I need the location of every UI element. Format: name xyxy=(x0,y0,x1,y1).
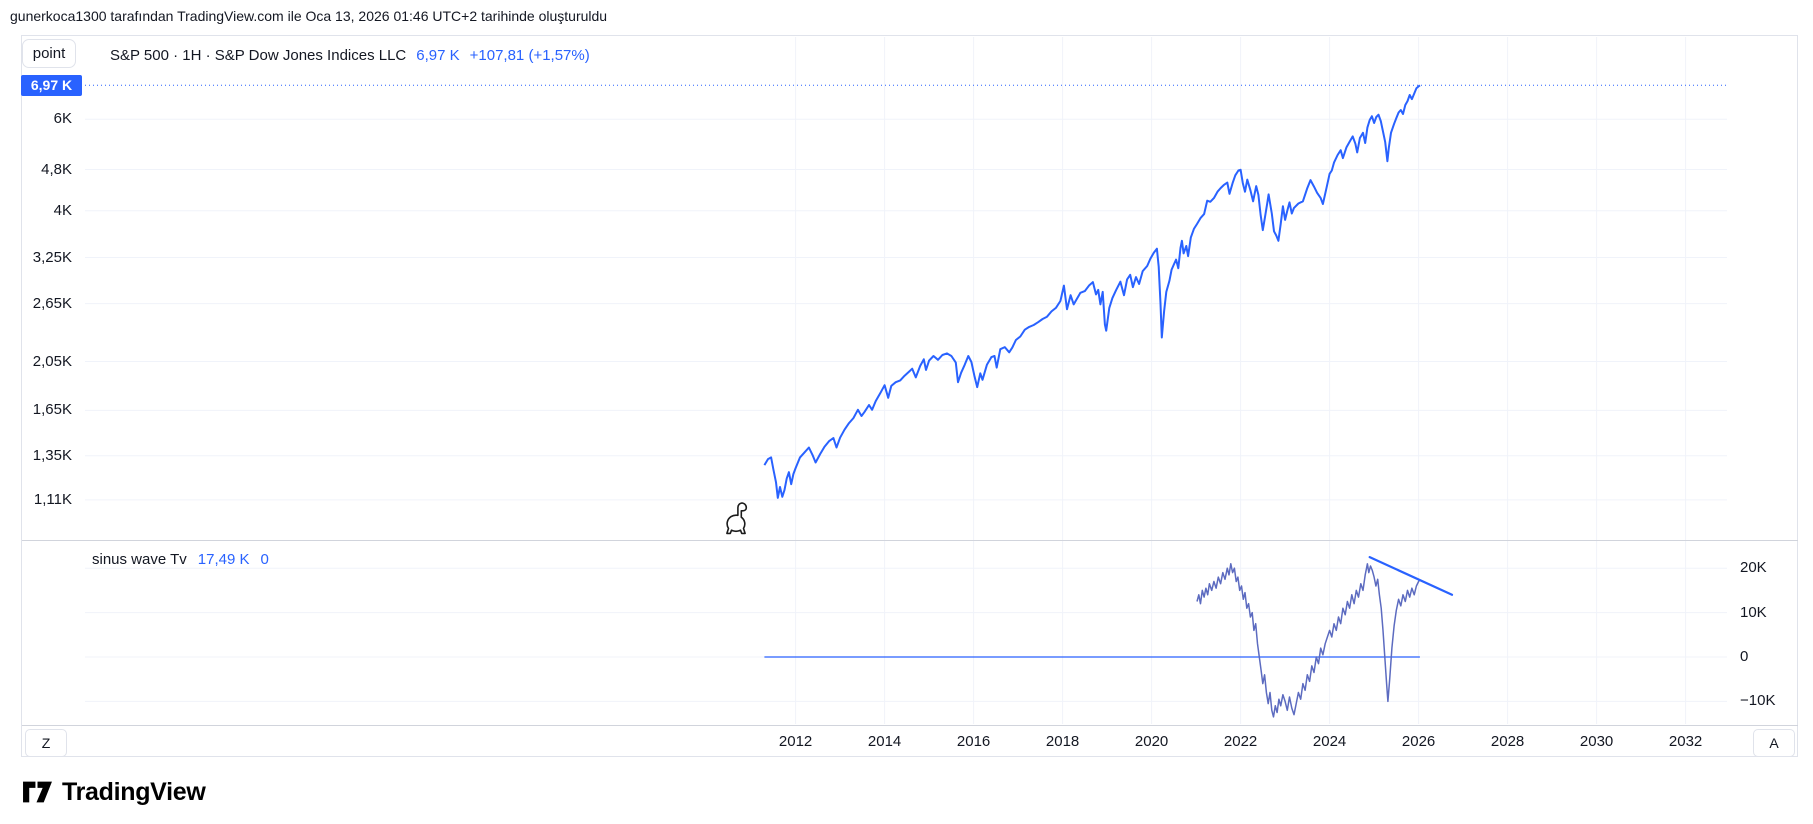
indicator-tick-label: 10K xyxy=(1740,603,1767,621)
indicator-tick-label: 0 xyxy=(1740,648,1749,665)
price-tick-label: 2,65K xyxy=(32,294,72,312)
time-tick-label: 2028 xyxy=(1490,733,1525,750)
auto-fit-button[interactable]: A xyxy=(1753,729,1795,757)
symbol-change-value: +107,81 (+1,57%) xyxy=(469,46,590,64)
indicator-tick-label: −10K xyxy=(1740,692,1776,710)
indicator-title[interactable]: sinus wave Tv xyxy=(92,551,187,568)
indicator-legend[interactable]: sinus wave Tv 17,49 K 0 xyxy=(92,551,269,568)
tradingview-logo-icon xyxy=(23,781,52,803)
price-scale[interactable]: 6K 4,8K 4K 3,25K 2,65K 2,05K 1,65K 1,35K 1,11K xyxy=(21,0,72,758)
indicator-value: 17,49 K xyxy=(197,551,250,568)
indicator-scale[interactable]: 20K 10K 0 −10K xyxy=(1740,0,1800,758)
time-tick-label: 2012 xyxy=(778,733,813,750)
time-tick-label: 2022 xyxy=(1223,733,1258,750)
time-tick-label: 2032 xyxy=(1668,733,1703,750)
price-tick-label: 1,35K xyxy=(32,446,72,464)
indicator-value-2: 0 xyxy=(260,551,269,568)
price-tick-label: 3,25K xyxy=(32,248,72,266)
last-price-label: 6,97 K xyxy=(21,74,82,96)
time-tick-label: 2018 xyxy=(1045,733,1080,750)
time-tick-label: 2020 xyxy=(1134,733,1169,750)
time-axis-border xyxy=(22,725,1798,726)
pane-divider[interactable] xyxy=(22,540,1798,541)
price-scale-unit-button[interactable]: point xyxy=(22,39,76,68)
price-tick-label: 6K xyxy=(53,110,72,128)
time-tick-label: 2026 xyxy=(1401,733,1436,750)
price-tick-label: 4,8K xyxy=(41,160,72,178)
tradingview-logo-text: TradingView xyxy=(62,777,206,806)
price-tick-label: 1,11K xyxy=(33,490,72,508)
indicator-tick-label: 20K xyxy=(1740,559,1767,577)
time-tick-label: 2024 xyxy=(1312,733,1347,750)
price-tick-label: 2,05K xyxy=(32,352,72,370)
time-tick-label: 2014 xyxy=(867,733,902,750)
time-scale[interactable]: 2012 2014 2016 2018 2020 2022 2024 2026 2028 2030… xyxy=(0,733,1813,751)
timezone-button[interactable]: Z xyxy=(25,729,67,757)
price-tick-label: 1,65K xyxy=(32,401,72,419)
time-tick-label: 2030 xyxy=(1579,733,1614,750)
symbol-last-value: 6,97 K xyxy=(416,46,460,64)
tradingview-branding[interactable]: TradingView xyxy=(22,776,206,808)
attribution-text: gunerkoca1300 tarafından TradingView.com… xyxy=(10,8,608,24)
time-tick-label: 2016 xyxy=(956,733,991,750)
price-tick-label: 4K xyxy=(53,201,72,219)
symbol-title[interactable]: S&P 500 · 1H · S&P Dow Jones Indices LLC xyxy=(110,46,407,64)
dino-cursor-icon xyxy=(726,502,748,535)
chart-widget-frame xyxy=(21,35,1798,757)
main-series-legend[interactable]: S&P 500 · 1H · S&P Dow Jones Indices LLC… xyxy=(110,46,590,64)
